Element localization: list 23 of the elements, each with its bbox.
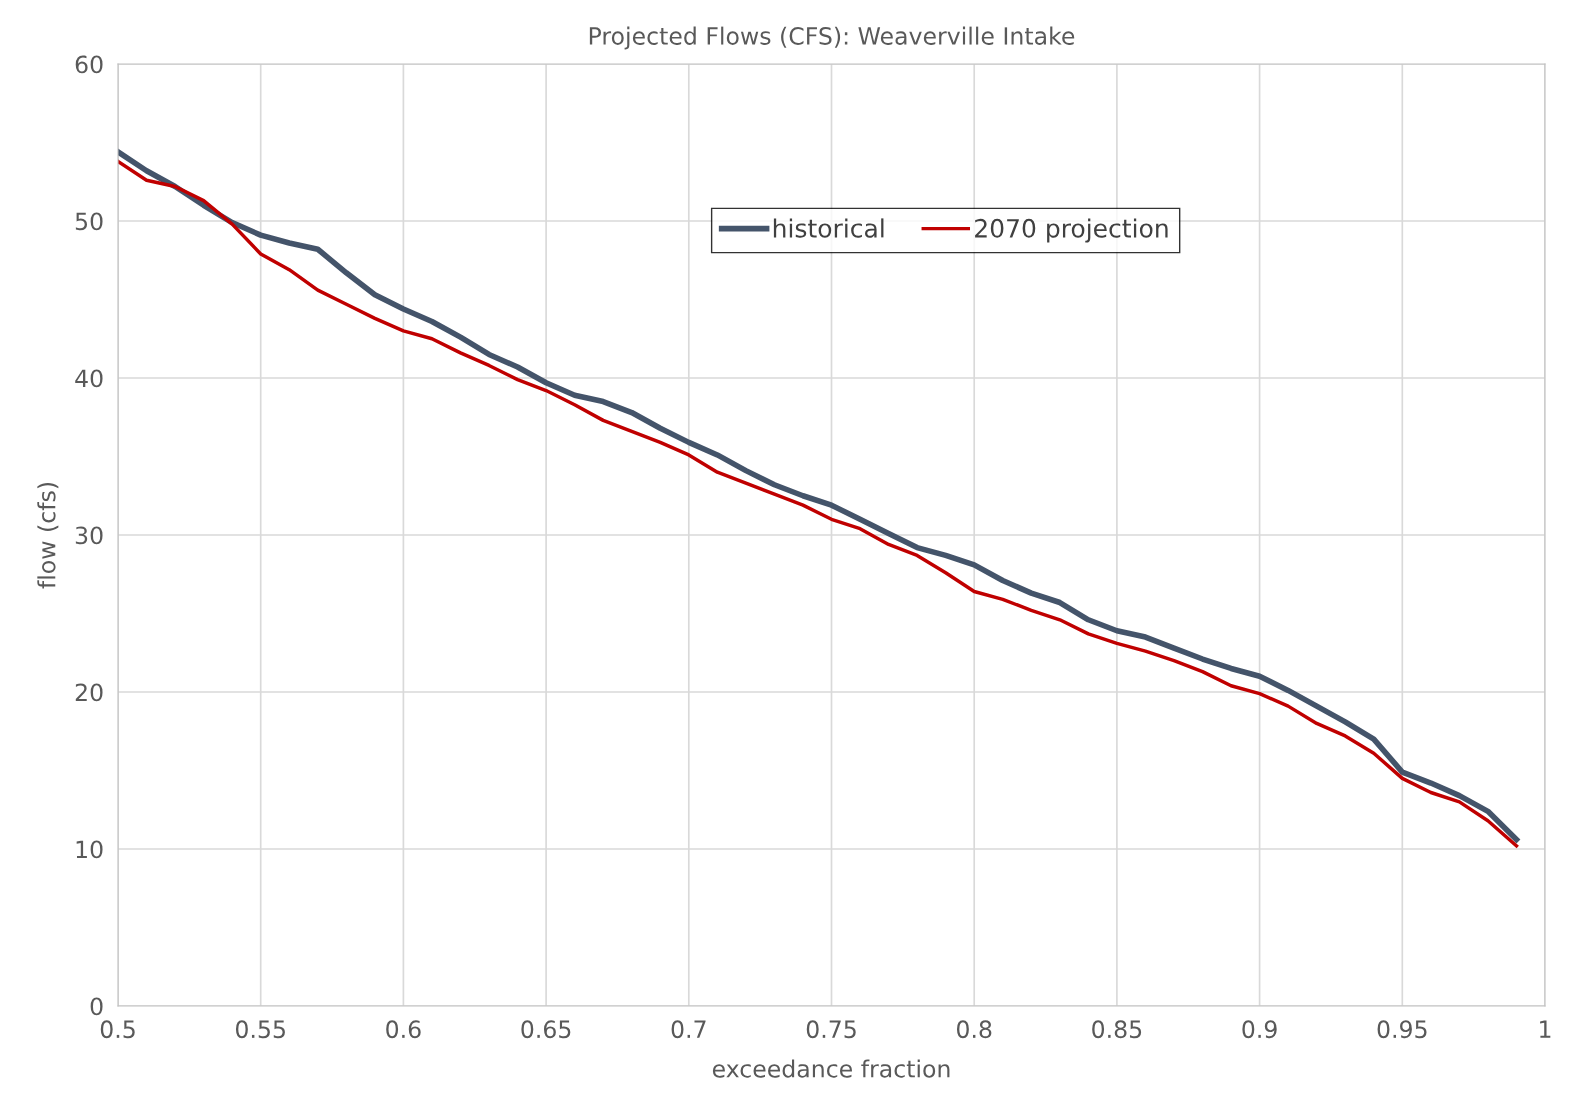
y-tick-label: 50 (75, 212, 103, 231)
y-tick-label: 40 (75, 369, 103, 388)
x-tick-label: 0.55 (235, 1020, 285, 1039)
y-tick-label: 60 (75, 55, 103, 74)
x-tick-label: 0.65 (521, 1020, 571, 1039)
x-tick-label: 0.6 (386, 1020, 421, 1039)
y-tick-label: 0 (90, 997, 103, 1016)
x-tick-label: 0.7 (671, 1020, 706, 1039)
x-tick-label: 0.9 (1242, 1020, 1277, 1039)
y-tick-label: 30 (75, 526, 103, 545)
x-tick-label: 0.8 (956, 1020, 992, 1039)
legend-label: 2070 projection (975, 218, 1168, 243)
legend-label: historical (773, 218, 884, 238)
x-axis-title: exceedance fraction (712, 1059, 950, 1078)
x-tick-label: 0.75 (806, 1020, 856, 1039)
x-tick-label: 1 (1540, 1020, 1551, 1038)
y-axis-title: flow (cfs) (37, 482, 59, 589)
chart-title: Projected Flows (CFS): Weaverville Intake (589, 26, 1075, 50)
x-tick-label: 0.95 (1377, 1020, 1427, 1039)
y-tick-label: 10 (76, 840, 103, 859)
y-tick-label: 20 (75, 683, 103, 702)
x-tick-label: 0.85 (1092, 1020, 1142, 1039)
x-tick-label: 0.5 (100, 1020, 135, 1039)
